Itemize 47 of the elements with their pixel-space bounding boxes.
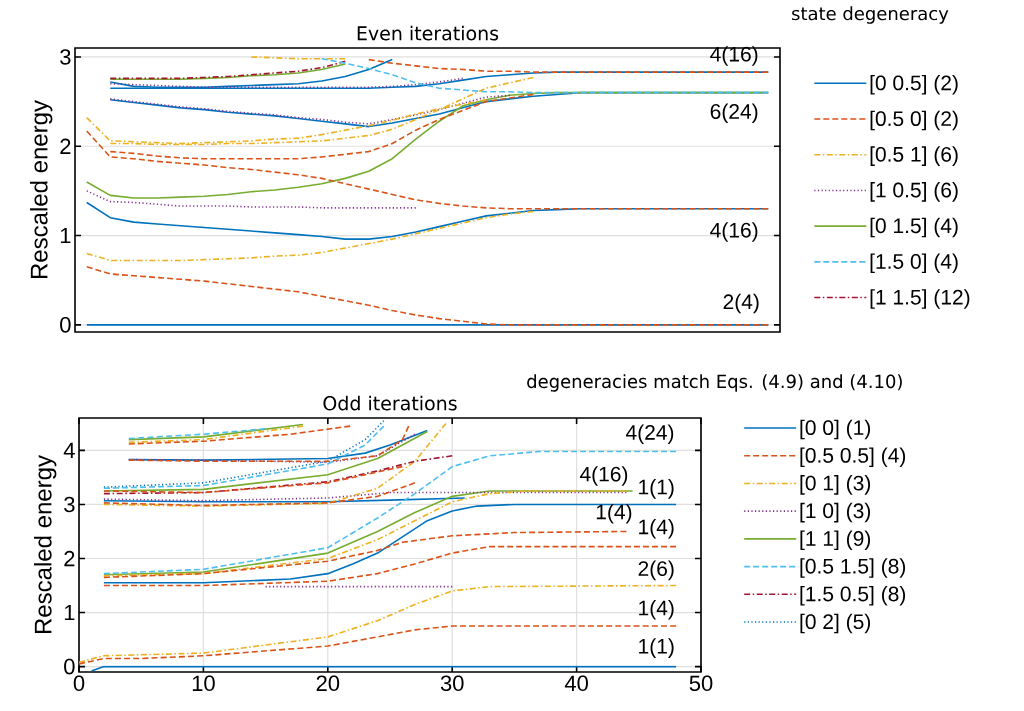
legend-label: [1 0.5] (6): [870, 182, 958, 202]
y-axis-title: Rescaled energy: [30, 100, 53, 279]
legend-label: [0 0.5] (2): [870, 74, 958, 95]
legend-label: [0.5 0.5] (4): [800, 447, 906, 467]
legend-label: [0 1] (3): [800, 475, 871, 495]
x-tick-label: 30: [440, 675, 464, 692]
y-tick-label: 1: [64, 604, 75, 621]
legend-label: [1 0] (3): [800, 502, 871, 523]
legend-label: [0 2] (5): [800, 613, 871, 634]
legend-label: [1.5 0.5] (8): [800, 585, 906, 606]
legend-label: [0 1.5] (4): [870, 217, 958, 238]
annotation: 2(6): [638, 560, 674, 581]
legend-label: [0.5 0] (2): [870, 110, 958, 131]
chart-title: Even iterations: [357, 25, 499, 41]
annotation: 1(4): [596, 503, 632, 524]
legend-label: [1 1.5] (12): [870, 289, 970, 309]
annotation: 4(16): [710, 222, 758, 242]
annotation: 2(4): [723, 293, 759, 314]
annotation: 1(1): [639, 638, 674, 658]
y-tick-label: 1: [60, 227, 71, 244]
text: degeneracies match Eqs. (4.9) and (4.10): [527, 374, 902, 392]
annotation: 4(16): [579, 466, 628, 486]
annotation: 6(24): [710, 103, 758, 124]
legend-label: [0.5 1.5] (8): [800, 558, 906, 578]
text: state degeneracy: [792, 6, 949, 24]
annotation: 4(24): [625, 424, 674, 445]
annotation: 1(4): [639, 599, 674, 620]
y-tick-label: 0: [64, 658, 75, 675]
y-tick-label: 3: [64, 496, 75, 513]
y-tick-label: 2: [60, 138, 71, 154]
y-tick-label: 3: [60, 49, 71, 65]
legend-label: [0.5 1] (6): [870, 146, 958, 166]
x-tick-label: 10: [192, 675, 215, 692]
y-tick-label: 0: [60, 317, 71, 333]
annotation: 1(1): [639, 479, 674, 499]
y-tick-label: 4: [63, 442, 75, 458]
legend-label: [1.5 0] (4): [870, 253, 958, 274]
annotation: 1(4): [639, 518, 674, 539]
annotation: 4(16): [710, 46, 758, 66]
legend-label: [1 1] (9): [800, 530, 871, 551]
chart-title: Odd iterations: [323, 395, 457, 411]
y-axis-title: Rescaled energy: [34, 455, 57, 634]
x-tick-label: 20: [316, 675, 340, 692]
legend-label: [0 0] (1): [800, 419, 871, 440]
y-tick-label: 2: [64, 550, 75, 567]
x-tick-label: 40: [564, 675, 588, 692]
x-tick-label: 50: [689, 675, 713, 692]
